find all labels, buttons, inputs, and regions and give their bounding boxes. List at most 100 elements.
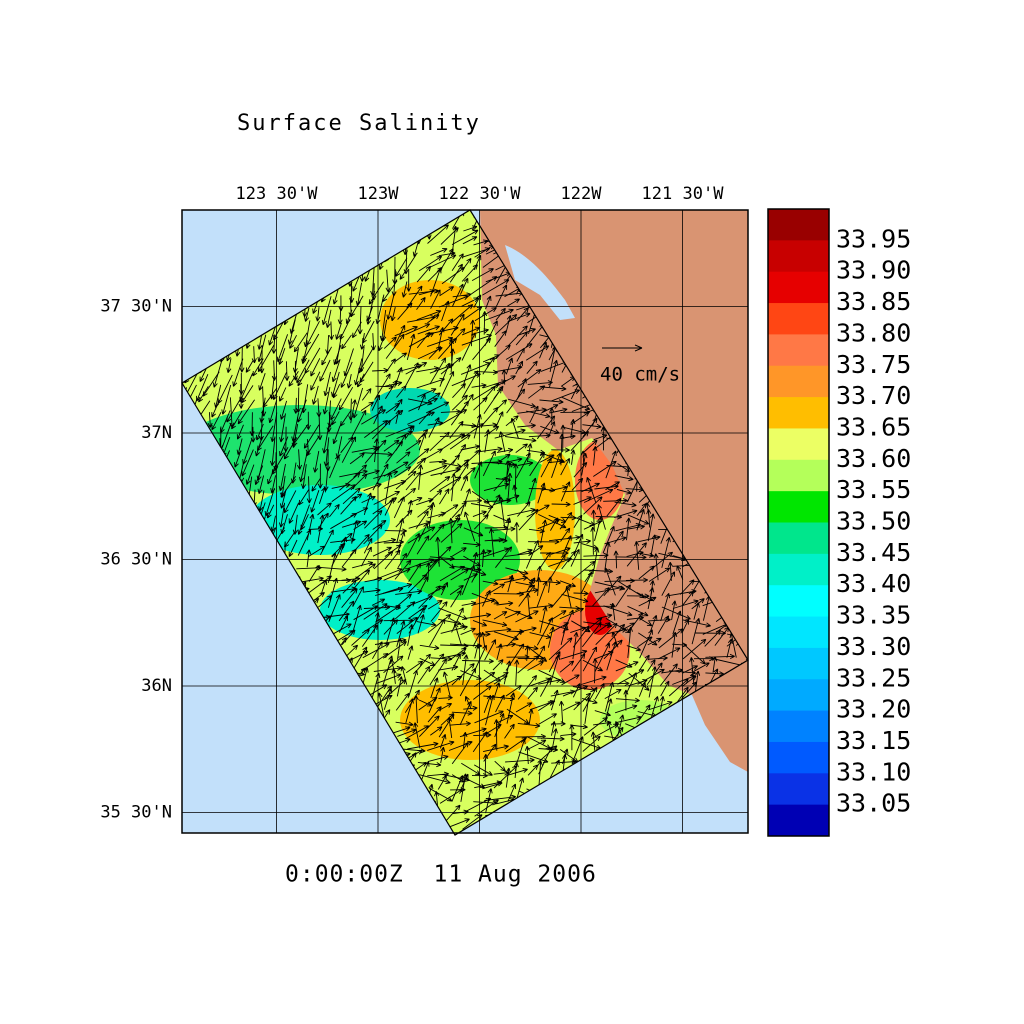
current-vector bbox=[627, 626, 633, 658]
current-vector bbox=[647, 659, 656, 672]
current-vector bbox=[749, 418, 756, 437]
current-vector bbox=[407, 624, 414, 646]
current-vector bbox=[255, 436, 263, 457]
current-vector bbox=[746, 739, 748, 764]
current-vector bbox=[349, 452, 365, 465]
current-vector bbox=[506, 708, 530, 725]
current-vector bbox=[615, 661, 639, 672]
current-vector bbox=[279, 413, 286, 443]
current-vector bbox=[501, 369, 507, 385]
current-vector bbox=[320, 529, 334, 556]
current-vector bbox=[372, 519, 387, 530]
reference-label: 40 cm/s bbox=[600, 364, 680, 386]
current-vector bbox=[494, 330, 507, 347]
current-vector bbox=[298, 489, 310, 506]
current-vector bbox=[226, 358, 232, 373]
current-vector bbox=[594, 516, 603, 542]
current-vector bbox=[539, 341, 547, 359]
current-vector bbox=[430, 601, 448, 622]
current-vector bbox=[506, 388, 526, 414]
current-vector bbox=[549, 759, 560, 779]
current-vector bbox=[417, 666, 431, 684]
current-vector bbox=[515, 452, 531, 479]
current-vector bbox=[396, 385, 407, 398]
current-vector bbox=[304, 307, 310, 322]
current-vector bbox=[418, 255, 443, 272]
current-vector bbox=[570, 724, 588, 730]
current-vector bbox=[493, 765, 518, 789]
current-vector bbox=[484, 308, 514, 321]
current-vector bbox=[383, 336, 397, 349]
colorbar-swatch bbox=[768, 334, 829, 367]
current-vector bbox=[681, 591, 694, 607]
current-vector bbox=[616, 488, 632, 495]
colorbar-swatch bbox=[768, 459, 829, 492]
colorbar-label: 33.20 bbox=[836, 695, 911, 724]
current-vector bbox=[417, 505, 433, 518]
current-vector bbox=[560, 731, 577, 737]
colorbar-label: 33.90 bbox=[836, 256, 911, 285]
colorbar-swatch bbox=[768, 428, 829, 461]
current-vector bbox=[625, 517, 631, 541]
current-vector bbox=[361, 653, 389, 672]
current-vector bbox=[449, 818, 470, 828]
current-vector bbox=[660, 680, 670, 697]
current-vector bbox=[357, 373, 365, 388]
current-vector bbox=[427, 599, 443, 610]
current-vector bbox=[516, 307, 529, 321]
current-vector bbox=[540, 457, 552, 478]
current-vector bbox=[572, 631, 579, 660]
current-vector bbox=[595, 622, 618, 646]
current-vector bbox=[361, 546, 372, 567]
current-vector bbox=[610, 602, 616, 621]
current-vector bbox=[637, 668, 665, 685]
current-vector bbox=[573, 538, 592, 544]
current-vector bbox=[653, 553, 659, 581]
current-vector bbox=[333, 344, 342, 366]
current-vector bbox=[660, 593, 671, 622]
current-vector bbox=[614, 530, 624, 544]
colorbar-label: 33.70 bbox=[836, 381, 911, 410]
current-vector bbox=[438, 295, 469, 308]
current-vector bbox=[288, 539, 298, 557]
current-vector bbox=[550, 517, 559, 531]
current-vector bbox=[548, 637, 573, 661]
current-vector bbox=[746, 592, 748, 598]
current-vector bbox=[451, 710, 473, 716]
current-vector bbox=[682, 665, 698, 674]
current-vector bbox=[603, 498, 628, 504]
current-vector bbox=[549, 407, 568, 414]
current-vector bbox=[504, 723, 515, 739]
colorbar-label: 33.55 bbox=[836, 475, 911, 504]
current-vector bbox=[461, 297, 479, 307]
current-vector bbox=[428, 392, 441, 402]
current-vector bbox=[417, 393, 426, 411]
current-vector bbox=[450, 348, 456, 373]
current-vector bbox=[505, 767, 511, 788]
current-vector bbox=[331, 484, 356, 502]
current-vector bbox=[322, 387, 331, 415]
current-vector bbox=[504, 517, 512, 541]
current-vector bbox=[474, 644, 480, 659]
current-vector bbox=[750, 725, 766, 733]
current-vector bbox=[615, 584, 631, 607]
current-vector bbox=[331, 359, 341, 383]
current-vector bbox=[538, 746, 553, 775]
current-vector bbox=[439, 733, 447, 749]
current-vector bbox=[540, 404, 559, 414]
current-vector bbox=[396, 518, 405, 544]
current-vector bbox=[482, 356, 495, 375]
current-vector bbox=[429, 523, 445, 541]
current-vector bbox=[384, 472, 393, 504]
current-vector bbox=[360, 401, 374, 411]
current-vector bbox=[506, 768, 528, 776]
current-vector bbox=[614, 475, 634, 482]
bay bbox=[505, 245, 575, 320]
current-vector bbox=[484, 639, 497, 661]
current-vector bbox=[310, 371, 321, 391]
current-vector bbox=[528, 603, 554, 609]
current-vector bbox=[430, 254, 457, 268]
current-vector bbox=[582, 646, 598, 672]
current-vector bbox=[471, 383, 487, 389]
current-vector bbox=[595, 613, 613, 620]
